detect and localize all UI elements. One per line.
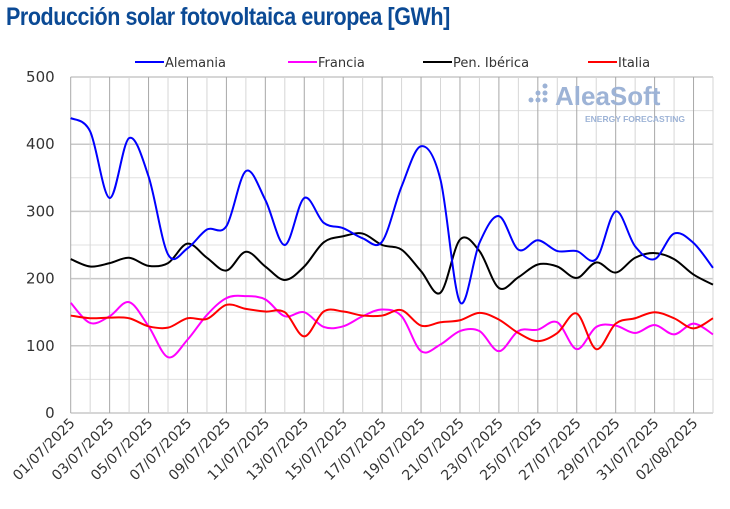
legend-label: Italia [618, 56, 650, 71]
legend-label: Francia [318, 56, 365, 71]
grid [70, 76, 714, 414]
aleasoft-watermark: AleaSoft ENERGY FORECASTING [528, 81, 685, 124]
y-tick-label: 400 [26, 135, 55, 153]
watermark-brand: AleaSoft [555, 81, 661, 111]
chart-title: Producción solar fotovoltaica europea [G… [6, 3, 450, 31]
legend-label: Pen. Ibérica [453, 56, 529, 71]
y-tick-label: 300 [26, 202, 55, 220]
series-line-alemania [70, 117, 714, 305]
y-tick-label: 100 [26, 337, 55, 355]
y-tick-label: 500 [26, 68, 55, 86]
y-axis: 0 100 200 300 400 500 [26, 68, 55, 422]
series-lines [69, 117, 714, 359]
y-tick-label: 200 [26, 270, 55, 288]
y-tick-label: 0 [45, 404, 55, 422]
aleasoft-logo-dots-icon [528, 83, 548, 103]
legend: Alemania Francia Pen. Ibérica Italia [135, 56, 650, 71]
legend-label: Alemania [165, 56, 226, 71]
series-line-francia [69, 294, 714, 359]
series-line-italia [70, 303, 714, 351]
x-axis: 01/07/202503/07/202505/07/202507/07/2025… [10, 416, 701, 484]
watermark-tagline: ENERGY FORECASTING [585, 114, 685, 124]
series-line-pen-ib-rica [70, 232, 714, 295]
